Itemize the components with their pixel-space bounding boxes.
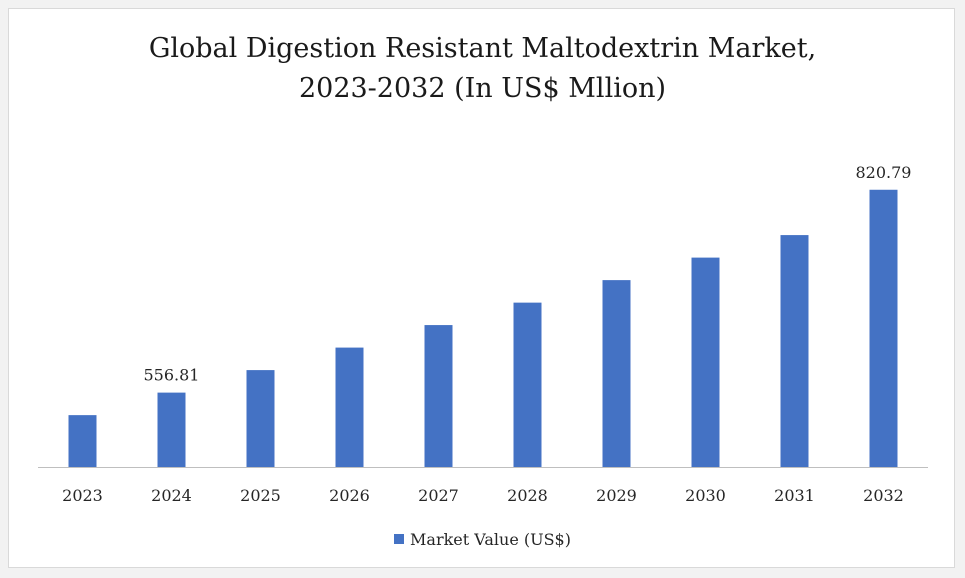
bar-2026: [335, 347, 364, 467]
chart-title-line-2: 2023-2032 (In US$ Mllion): [298, 73, 667, 104]
x-tick-label-2026: 2026: [329, 486, 370, 505]
legend-label: Market Value (US$): [410, 530, 571, 549]
bar-2031: [780, 235, 809, 467]
bar-2032: [869, 189, 898, 468]
x-tick-label-2028: 2028: [507, 486, 548, 505]
bar-2023: [68, 415, 97, 467]
bar-2030: [691, 257, 720, 467]
data-label-2024: 556.81: [144, 366, 200, 385]
bar-2025: [246, 370, 275, 467]
bar-2028: [513, 302, 542, 467]
x-tick-label-2032: 2032: [863, 486, 904, 505]
bar-2027: [424, 325, 453, 467]
bar-2029: [602, 280, 631, 467]
x-tick-label-2029: 2029: [596, 486, 637, 505]
legend-swatch: [394, 534, 405, 544]
x-tick-label-2031: 2031: [774, 486, 815, 505]
x-tick-label-2027: 2027: [418, 486, 459, 505]
bar-2024: [157, 392, 186, 467]
chart-title-line-1: Global Digestion Resistant Maltodextrin …: [148, 33, 817, 64]
x-tick-label-2025: 2025: [240, 486, 281, 505]
x-tick-label-2024: 2024: [151, 486, 192, 505]
legend: Market Value (US$): [0, 530, 965, 549]
data-label-2032: 820.79: [856, 163, 912, 182]
x-tick-label-2030: 2030: [685, 486, 726, 505]
x-tick-label-2023: 2023: [62, 486, 103, 505]
